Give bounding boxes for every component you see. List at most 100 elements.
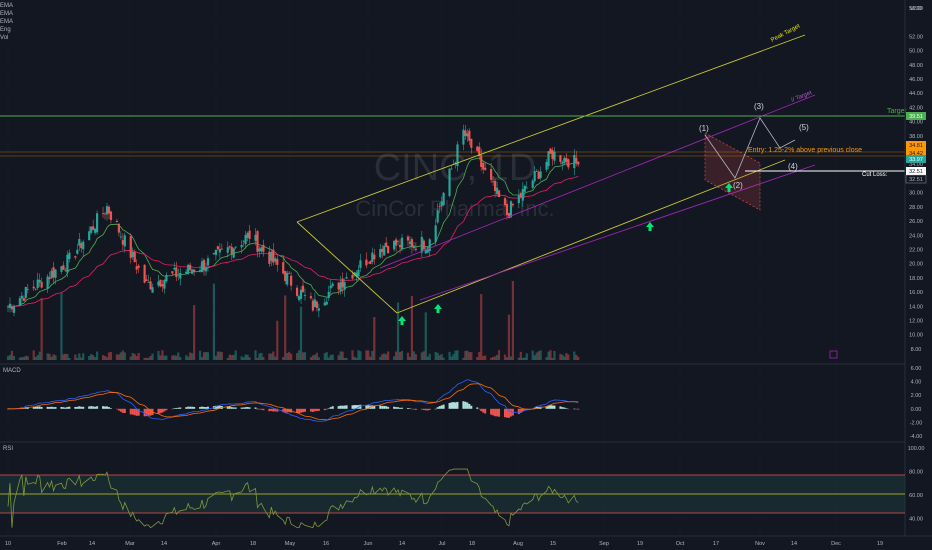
- macd-histogram-bar: [521, 408, 524, 412]
- volume-bar: [521, 357, 524, 360]
- candle-body: [311, 300, 315, 311]
- volume-bar: [448, 351, 451, 360]
- candle-body: [137, 265, 140, 268]
- volume-bar: [161, 350, 164, 360]
- volume-bar: [286, 353, 289, 360]
- macd-y-tick-label: 2.00: [911, 393, 922, 399]
- macd-histogram-bar: [82, 406, 85, 409]
- volume-bar: [191, 353, 194, 360]
- candle-body: [539, 171, 542, 178]
- macd-histogram-bar: [54, 407, 57, 409]
- candle-body: [456, 144, 459, 167]
- volume-bar: [523, 357, 526, 360]
- volume-bar: [379, 356, 382, 360]
- y-tick-label: 8.00: [911, 347, 922, 353]
- volume-bar: [573, 351, 576, 360]
- volume-bar: [96, 351, 99, 360]
- wave-4-label: (4): [788, 162, 798, 171]
- volume-bar: [492, 356, 495, 360]
- time-axis[interactable]: 10 Feb 14 Mar 14 Apr 18 May 16 Jun 14 Jul 18 Aug 15 Sep…: [5, 541, 883, 547]
- macd-y-tick-label: -2.00: [910, 420, 923, 426]
- macd-histogram-bar: [32, 406, 35, 409]
- macd-histogram-bar: [331, 406, 334, 409]
- macd-histogram-bar: [452, 402, 455, 409]
- macd-histogram-bar: [193, 406, 196, 409]
- candle-body: [549, 148, 552, 154]
- macd-histogram-bar: [533, 407, 536, 409]
- macd-histogram-bar: [422, 408, 425, 411]
- indicator-ema-2[interactable]: EMA: [0, 11, 14, 17]
- volume-bar: [151, 353, 154, 360]
- y-tick-label: 18.00: [909, 276, 923, 282]
- macd-histogram-bar: [412, 408, 415, 410]
- macd-histogram-bar: [408, 408, 411, 409]
- volume-bar: [519, 351, 522, 360]
- volume-bar: [234, 350, 237, 360]
- volume-bar: [385, 354, 388, 360]
- candle-body: [218, 249, 221, 253]
- volume-bar: [454, 350, 457, 360]
- macd-histogram-bar: [573, 408, 576, 410]
- candle-body: [76, 249, 79, 254]
- x-tick-label: 14: [89, 541, 95, 547]
- y-tick-label: 26.00: [909, 219, 923, 225]
- y-tick-label: 46.00: [909, 77, 923, 83]
- candle-body: [567, 159, 570, 168]
- event-marker[interactable]: [829, 350, 838, 359]
- candle-body: [470, 138, 473, 148]
- volume-bar: [509, 356, 513, 360]
- x-tick-label: 15: [550, 541, 556, 547]
- candle-body: [323, 302, 326, 306]
- macd-histogram-bar: [274, 408, 277, 412]
- volume-bar: [32, 350, 35, 360]
- macd-histogram-bar: [492, 408, 495, 416]
- cut-tag-b: [905, 174, 927, 184]
- macd-histogram-bar: [341, 405, 344, 409]
- candle-body: [96, 213, 99, 233]
- volume-bar: [325, 352, 328, 360]
- inner-channel-lower: [419, 164, 816, 301]
- volume-bar: [309, 357, 313, 360]
- macd-histogram-bar: [187, 406, 190, 409]
- macd-histogram-bar: [575, 408, 578, 410]
- volume-bar: [171, 355, 174, 360]
- candle-body: [185, 271, 188, 274]
- last-price-tag-text: 33.97: [909, 157, 923, 163]
- macd-histogram-bar: [203, 406, 206, 409]
- indicator-eng[interactable]: Eng: [0, 27, 11, 33]
- candle-body: [507, 213, 511, 218]
- macd-histogram-bar: [343, 405, 346, 409]
- candle-body: [521, 189, 524, 201]
- macd-histogram-bar: [50, 406, 53, 409]
- volume-bar: [274, 356, 277, 360]
- y-tick-label: 28.00: [909, 205, 923, 211]
- volume-bar: [137, 352, 140, 360]
- ema-line: [7, 176, 579, 307]
- volume-bar: [10, 350, 14, 360]
- macd-histogram-bar: [60, 406, 63, 409]
- volume-bar: [54, 355, 57, 360]
- indicator-vol[interactable]: Vol: [0, 35, 9, 41]
- macd-histogram-bar: [175, 408, 178, 409]
- macd-histogram-bar: [559, 406, 562, 409]
- volume-bar: [535, 352, 538, 360]
- indicator-ema-1[interactable]: EMA: [0, 3, 14, 9]
- candle-body: [92, 226, 95, 230]
- x-tick-label: Apr: [212, 541, 221, 547]
- indicator-ema-3[interactable]: EMA: [0, 19, 14, 25]
- macd-histogram-bar: [246, 406, 249, 409]
- volume-bar: [339, 351, 342, 360]
- candle-body: [351, 274, 354, 279]
- volume-bar: [329, 354, 332, 360]
- macd-histogram-bar: [490, 408, 493, 415]
- volume-bar: [371, 350, 374, 360]
- candle-body: [410, 239, 414, 248]
- candle-body: [448, 168, 451, 196]
- candle-body: [101, 213, 105, 214]
- macd-histogram-bar: [317, 408, 320, 411]
- macd-histogram-bar: [442, 404, 445, 409]
- y-tick-label: 38.00: [909, 134, 923, 140]
- volume-bar: [68, 357, 71, 360]
- volume-bar: [351, 350, 354, 360]
